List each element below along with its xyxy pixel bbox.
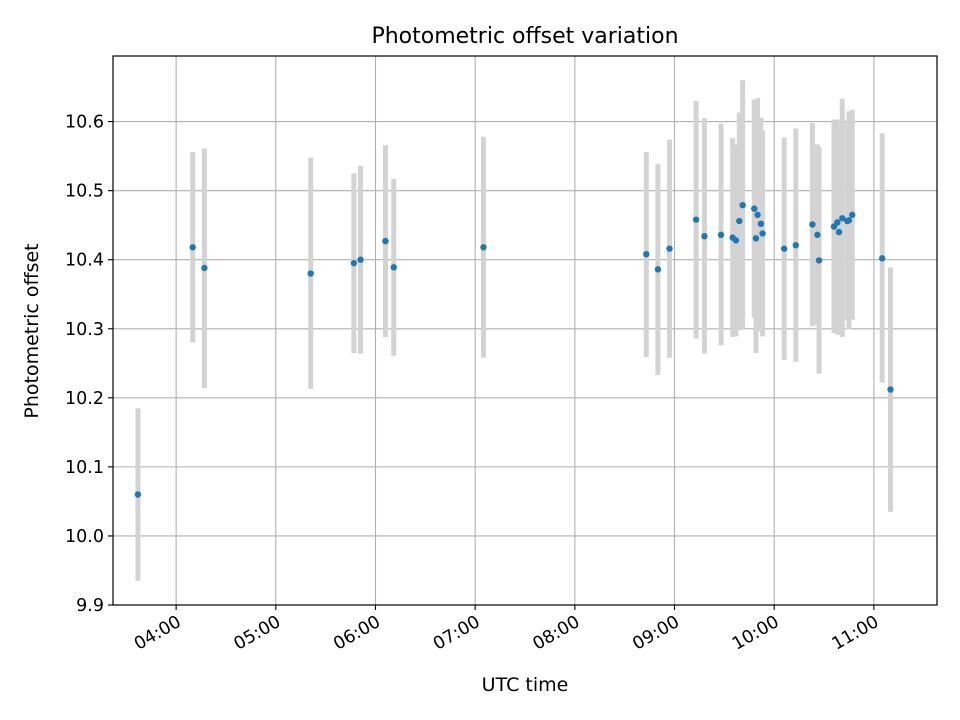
y-tick-label: 10.0 — [65, 527, 104, 547]
data-point — [480, 244, 487, 251]
y-tick-label: 10.4 — [65, 251, 104, 271]
data-point — [382, 237, 389, 245]
data-point — [189, 244, 196, 251]
grid — [113, 56, 937, 606]
data-point — [814, 231, 821, 239]
data-point — [654, 266, 662, 273]
data-point — [736, 217, 743, 225]
data-point — [201, 264, 208, 272]
data-point — [835, 228, 843, 236]
x-axis-label: UTC time — [482, 674, 569, 696]
data-point — [849, 211, 856, 219]
data-points — [134, 201, 894, 498]
data-point — [780, 245, 788, 252]
data-point — [666, 245, 673, 252]
data-point — [792, 242, 799, 249]
y-axis-ticks: 9.9 10.0 10.1 10.2 10.3 10.4 10.5 10.6 — [65, 113, 113, 616]
data-point — [752, 235, 760, 242]
data-point — [878, 255, 886, 262]
data-point — [834, 219, 841, 226]
data-point — [717, 231, 725, 239]
data-point — [759, 230, 766, 237]
y-tick-label: 10.3 — [65, 320, 104, 340]
data-point — [307, 270, 314, 277]
data-point — [757, 220, 765, 228]
data-point — [390, 264, 397, 271]
data-point — [739, 201, 746, 209]
y-axis-label: Photometric offset — [21, 243, 43, 418]
y-tick-label: 10.1 — [65, 458, 104, 478]
data-point — [732, 237, 740, 244]
data-point — [643, 250, 650, 258]
y-tick-label: 9.9 — [76, 596, 104, 616]
data-point — [754, 211, 761, 219]
data-point — [845, 217, 853, 224]
y-tick-label: 10.6 — [65, 113, 104, 133]
data-point — [809, 221, 816, 228]
data-point — [839, 215, 846, 222]
data-point — [357, 256, 364, 263]
data-point — [692, 216, 700, 223]
y-tick-label: 10.2 — [65, 389, 104, 409]
data-point — [887, 386, 894, 393]
y-tick-label: 10.5 — [65, 182, 104, 202]
data-point — [701, 233, 708, 240]
plot-frame — [112, 55, 938, 606]
data-point — [751, 205, 758, 212]
data-point — [134, 491, 142, 498]
chart-title: Photometric offset variation — [371, 24, 678, 49]
data-point — [815, 257, 823, 264]
data-point — [350, 259, 358, 267]
